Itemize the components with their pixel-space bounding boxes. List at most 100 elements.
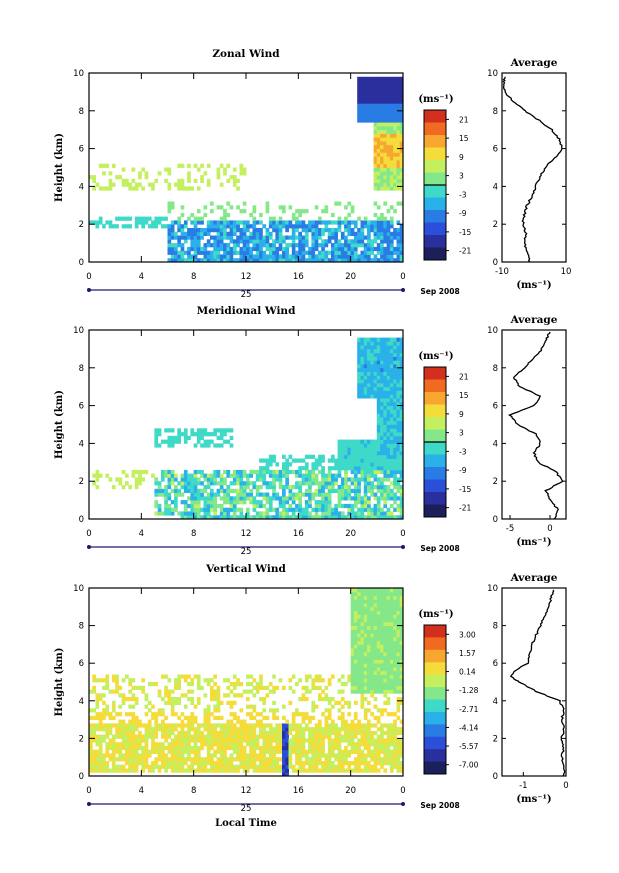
heatmap-cell	[389, 379, 394, 384]
heatmap-cell	[246, 689, 250, 694]
heatmap-cell	[167, 742, 172, 747]
heatmap-cell	[177, 749, 181, 754]
heatmap-cell	[383, 159, 388, 165]
heatmap-cell	[255, 503, 260, 509]
heatmap-cell	[389, 141, 394, 146]
heatmap-cell	[340, 697, 345, 702]
heatmap-cell	[272, 715, 276, 720]
heatmap-cell	[314, 246, 319, 252]
heatmap-cell	[151, 727, 155, 732]
heatmap-cell	[275, 473, 280, 478]
heatmap-cell	[340, 761, 345, 766]
heatmap-cell	[128, 734, 132, 739]
heatmap-cell	[111, 723, 116, 728]
heatmap-cell	[203, 246, 208, 252]
heatmap-cell	[337, 250, 342, 255]
heatmap-cell	[151, 224, 155, 229]
heatmap-cell	[92, 178, 96, 183]
heatmap-cell	[331, 507, 335, 512]
heatmap-cell	[265, 235, 270, 240]
heatmap-cell	[386, 761, 391, 766]
heatmap-cell	[89, 734, 93, 739]
heatmap-cell	[347, 485, 352, 490]
colorbar-tick-label: 9	[459, 153, 464, 162]
heatmap-cell	[242, 239, 247, 244]
heatmap-cell	[396, 599, 401, 604]
heatmap-cell	[190, 246, 195, 252]
heatmap-cell	[357, 685, 361, 690]
heatmap-cell	[383, 621, 388, 626]
heatmap-cell	[396, 337, 401, 342]
heatmap-cell	[337, 469, 342, 475]
heatmap-cell	[393, 246, 397, 252]
heatmap-cell	[177, 492, 181, 497]
heatmap-cell	[376, 462, 381, 467]
heatmap-cell	[376, 175, 381, 180]
heatmap-cell	[393, 167, 397, 172]
heatmap-cell	[386, 76, 391, 81]
heatmap-cell	[193, 443, 198, 448]
heatmap-cell	[226, 764, 231, 769]
heatmap-cell	[353, 633, 358, 638]
heatmap-cell	[213, 250, 217, 255]
heatmap-cell	[262, 239, 267, 244]
heatmap-cell	[246, 220, 250, 225]
heatmap-cell	[167, 243, 172, 248]
heatmap-cell	[370, 588, 374, 593]
heatmap-cell	[353, 651, 358, 657]
heatmap-cell	[308, 246, 312, 252]
heatmap-cell	[275, 730, 280, 736]
heatmap-cell	[380, 682, 384, 687]
heatmap-cell	[229, 246, 234, 252]
heatmap-cell	[151, 682, 155, 687]
heatmap-cell	[154, 428, 159, 433]
heatmap-cell	[275, 685, 280, 690]
y-tick-label: 2	[79, 220, 84, 230]
heatmap-cell	[380, 231, 384, 236]
heatmap-cell	[360, 507, 365, 512]
heatmap-cell	[295, 258, 299, 263]
heatmap-cell	[285, 481, 289, 486]
y-tick-label: 2	[79, 477, 84, 487]
heatmap-cell	[262, 492, 267, 497]
heatmap-cell	[363, 348, 368, 354]
heatmap-cell	[393, 492, 397, 497]
heatmap-cell	[180, 749, 185, 754]
heatmap-cell	[350, 243, 355, 248]
heatmap-cell	[174, 753, 178, 758]
heatmap-cell	[367, 99, 371, 104]
heatmap-cell	[223, 220, 227, 225]
heatmap-cell	[262, 723, 267, 728]
heatmap-cell	[393, 670, 397, 675]
heatmap-cell	[301, 224, 306, 229]
average-y-tick-label: 0	[493, 772, 498, 782]
heatmap-cell	[105, 220, 110, 225]
heatmap-cell	[105, 745, 110, 751]
heatmap-cell	[180, 243, 185, 248]
heatmap-cell	[337, 708, 342, 713]
heatmap-cell	[321, 466, 325, 471]
heatmap-cell	[154, 730, 159, 736]
heatmap-cell	[298, 697, 302, 702]
heatmap-cell	[272, 700, 276, 705]
heatmap-cell	[370, 749, 374, 754]
heatmap-cell	[147, 768, 152, 773]
heatmap-cell	[360, 610, 365, 615]
heatmap-cell	[167, 697, 172, 702]
heatmap-cell	[229, 231, 234, 236]
heatmap-cell	[262, 761, 267, 766]
heatmap-cell	[295, 727, 299, 732]
heatmap-cell	[399, 228, 404, 233]
heatmap-cell	[386, 432, 391, 437]
heatmap-cell	[285, 228, 289, 233]
heatmap-cell	[203, 768, 208, 773]
heatmap-cell	[183, 477, 188, 482]
heatmap-cell	[108, 186, 113, 191]
heatmap-cell	[249, 492, 253, 497]
heatmap-cell	[226, 496, 231, 501]
heatmap-cell	[203, 678, 208, 683]
heatmap-cell	[304, 224, 309, 229]
heatmap-cell	[98, 761, 103, 766]
heatmap-cell	[262, 738, 267, 743]
heatmap-cell	[383, 337, 388, 342]
